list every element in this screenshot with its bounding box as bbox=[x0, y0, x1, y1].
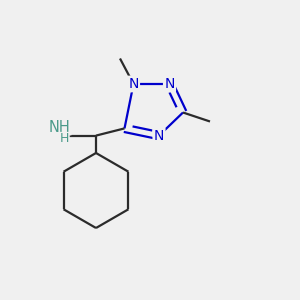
Text: N: N bbox=[154, 129, 164, 142]
Text: NH: NH bbox=[49, 120, 71, 135]
Text: N: N bbox=[128, 77, 139, 91]
Text: N: N bbox=[164, 77, 175, 91]
Text: H: H bbox=[60, 132, 70, 145]
